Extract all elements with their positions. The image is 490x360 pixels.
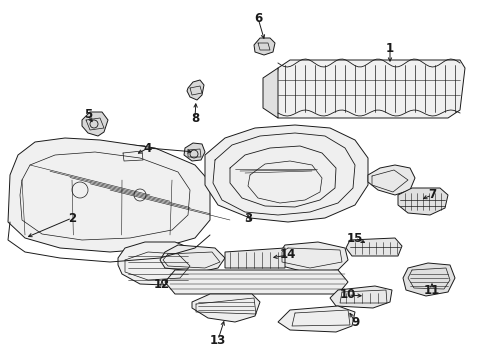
Polygon shape xyxy=(118,242,198,285)
Polygon shape xyxy=(192,294,260,322)
Polygon shape xyxy=(398,188,448,215)
Polygon shape xyxy=(403,263,455,296)
Polygon shape xyxy=(263,68,278,118)
Text: 10: 10 xyxy=(340,288,356,302)
Polygon shape xyxy=(8,138,210,252)
Polygon shape xyxy=(254,38,275,55)
Text: 7: 7 xyxy=(428,189,436,202)
Polygon shape xyxy=(82,112,108,136)
Polygon shape xyxy=(273,60,465,118)
Polygon shape xyxy=(205,125,368,222)
Text: 1: 1 xyxy=(386,41,394,54)
Polygon shape xyxy=(160,245,225,272)
Text: 3: 3 xyxy=(244,211,252,225)
Text: 15: 15 xyxy=(347,231,363,244)
Polygon shape xyxy=(346,238,402,256)
Polygon shape xyxy=(165,270,348,294)
Polygon shape xyxy=(187,80,204,100)
Text: 8: 8 xyxy=(191,112,199,125)
Text: 2: 2 xyxy=(68,211,76,225)
Polygon shape xyxy=(330,286,392,308)
Text: 13: 13 xyxy=(210,333,226,346)
Polygon shape xyxy=(368,165,415,195)
Polygon shape xyxy=(278,242,348,272)
Text: 6: 6 xyxy=(254,12,262,24)
Polygon shape xyxy=(120,145,148,164)
Text: 5: 5 xyxy=(84,108,92,122)
Text: 4: 4 xyxy=(144,141,152,154)
Text: 11: 11 xyxy=(424,284,440,297)
Text: 14: 14 xyxy=(280,248,296,261)
Text: 9: 9 xyxy=(351,315,359,328)
Polygon shape xyxy=(184,143,205,161)
Polygon shape xyxy=(225,248,285,268)
Polygon shape xyxy=(278,306,355,332)
Text: 12: 12 xyxy=(154,279,170,292)
